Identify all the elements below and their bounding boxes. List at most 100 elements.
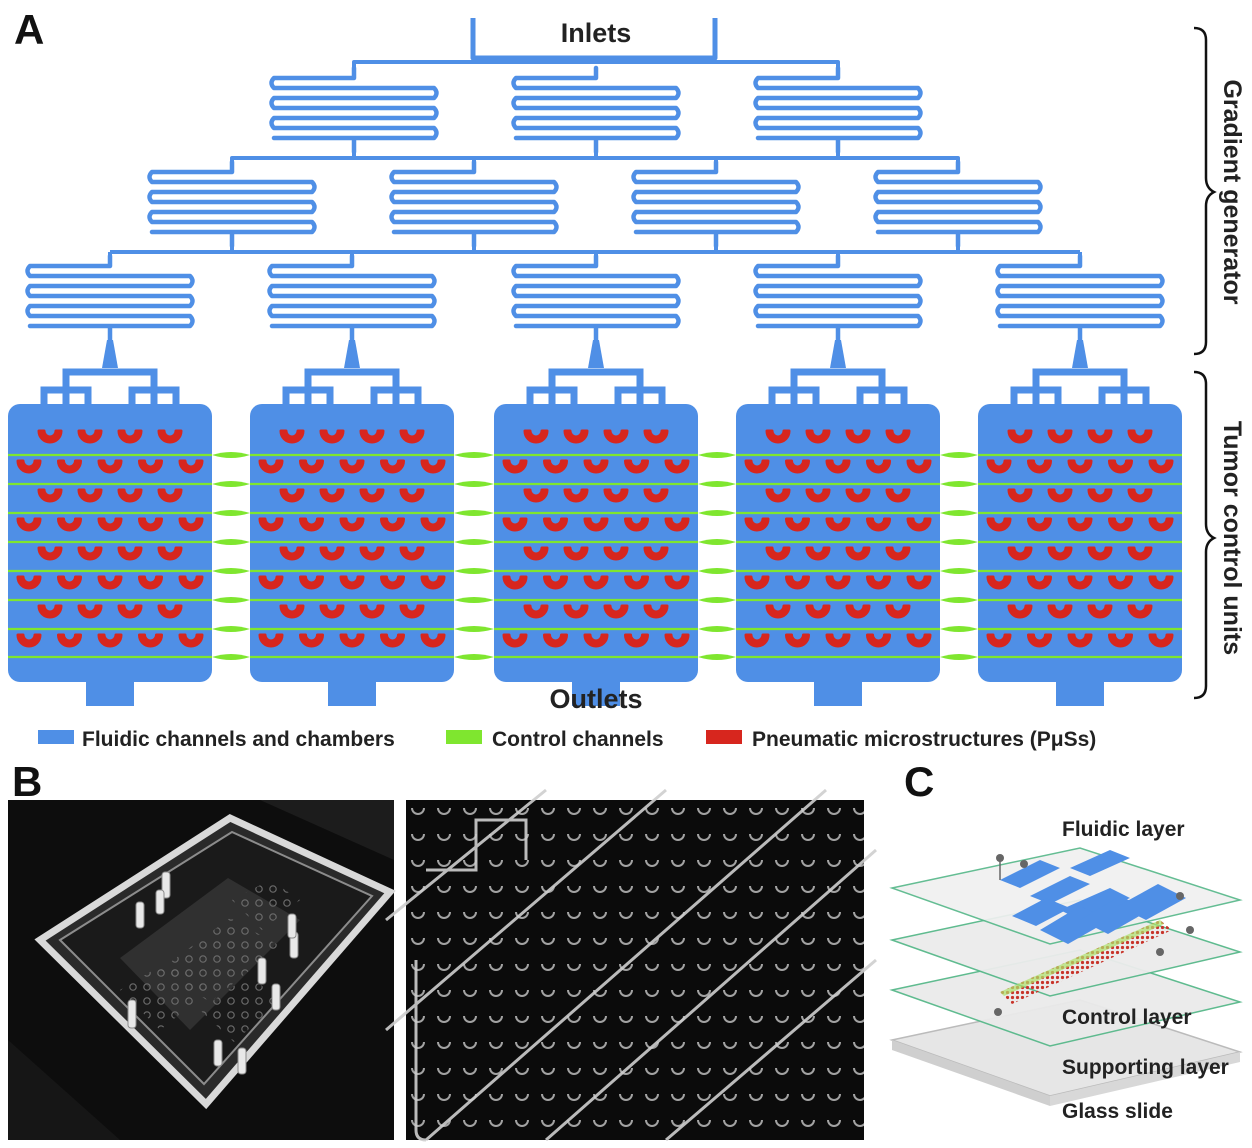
pneumatic-microstructure — [1047, 429, 1073, 444]
pneumatic-microstructure — [339, 633, 365, 648]
control-channel-link — [940, 626, 978, 632]
control-channel-link — [454, 568, 494, 574]
pneumatic-microstructure — [399, 429, 425, 444]
pneumatic-microstructure — [866, 459, 891, 474]
pneumatic-microstructure — [339, 459, 365, 474]
tumor-control-unit — [978, 340, 1182, 706]
panel-b-letter: B — [12, 758, 42, 805]
pneumatic-microstructure — [765, 488, 791, 503]
pneumatic-microstructure — [1067, 517, 1093, 532]
pneumatic-microstructure — [1067, 633, 1093, 648]
pneumatic-microstructure — [339, 517, 365, 532]
control-channel-link — [454, 626, 494, 632]
layer-label-fluidic: Fluidic layer — [1062, 818, 1185, 841]
pneumatic-microstructure — [785, 633, 810, 648]
pneumatic-microstructure — [1127, 488, 1153, 503]
gradient-generator-label: Gradient generator — [1218, 79, 1246, 304]
pneumatic-microstructure — [643, 429, 669, 444]
serpentine-mixer — [511, 65, 681, 155]
pneumatic-microstructure — [77, 604, 103, 619]
control-channel-link — [212, 626, 250, 632]
control-channel-link — [940, 597, 978, 603]
pneumatic-microstructure — [906, 633, 932, 648]
tumor-control-units-label: Tumor control units — [1218, 421, 1246, 655]
pneumatic-microstructure — [258, 459, 284, 474]
pneumatic-microstructure — [97, 575, 123, 590]
pneumatic-microstructure — [258, 633, 284, 648]
pneumatic-microstructure — [624, 459, 649, 474]
pneumatic-microstructure — [16, 459, 42, 474]
pneumatic-microstructure — [178, 517, 204, 532]
pneumatic-microstructure — [1108, 575, 1133, 590]
control-channel-link — [940, 654, 978, 660]
serpentine-mixers — [25, 65, 1165, 343]
pneumatic-microstructure — [1127, 546, 1153, 561]
pneumatic-microstructure — [986, 517, 1012, 532]
pneumatic-microstructure — [1127, 429, 1153, 444]
control-channel-link — [698, 597, 736, 603]
pneumatic-microstructure — [906, 459, 932, 474]
pneumatic-microstructure — [563, 488, 589, 503]
pneumatic-microstructure — [157, 546, 183, 561]
pneumatic-microstructure — [624, 517, 649, 532]
pneumatic-microstructure — [97, 517, 123, 532]
control-channel-link — [212, 539, 250, 545]
serpentine-mixer — [753, 253, 923, 343]
pneumatic-microstructure — [299, 517, 324, 532]
pneumatic-microstructure — [502, 633, 528, 648]
pneumatic-microstructure — [1108, 517, 1133, 532]
fluidic-channel — [230, 152, 476, 172]
control-channel-link — [698, 568, 736, 574]
microscopy-photo — [385, 788, 877, 1142]
pneumatic-microstructure — [380, 633, 405, 648]
control-channel-link — [940, 452, 978, 458]
inlets-label: Inlets — [561, 18, 632, 48]
pneumatic-microstructure — [543, 575, 568, 590]
pneumatic-microstructure — [117, 488, 143, 503]
serpentine-mixer — [873, 159, 1043, 249]
control-channel-link — [212, 481, 250, 487]
pneumatic-microstructure — [1087, 429, 1113, 444]
pneumatic-microstructure — [399, 546, 425, 561]
pneumatic-microstructure — [543, 517, 568, 532]
control-channel-link — [454, 597, 494, 603]
pneumatic-microstructure — [359, 546, 385, 561]
outlets-label: Outlets — [549, 684, 642, 714]
pneumatic-microstructure — [825, 517, 851, 532]
control-channel-link — [212, 568, 250, 574]
pneumatic-microstructure — [765, 546, 791, 561]
pneumatic-microstructure — [805, 488, 831, 503]
pneumatic-microstructure — [420, 633, 446, 648]
pneumatic-microstructure — [744, 633, 770, 648]
pneumatic-microstructure — [1027, 575, 1052, 590]
pneumatic-microstructure — [583, 459, 609, 474]
pneumatic-microstructure — [178, 459, 204, 474]
chip-photo — [8, 800, 396, 1140]
pneumatic-microstructure — [1148, 459, 1174, 474]
pneumatic-microstructure — [279, 604, 305, 619]
control-channel-link — [698, 452, 736, 458]
pneumatic-microstructure — [258, 575, 284, 590]
pneumatic-microstructure — [885, 546, 911, 561]
serpentine-mixer — [389, 159, 559, 249]
pneumatic-microstructure — [16, 517, 42, 532]
serpentine-mixer — [995, 253, 1165, 343]
pneumatic-microstructure — [279, 429, 305, 444]
pneumatic-microstructure — [1047, 488, 1073, 503]
pneumatic-microstructure — [97, 633, 123, 648]
pneumatic-microstructure — [765, 604, 791, 619]
pneumatic-microstructure — [523, 488, 549, 503]
pneumatic-microstructure — [1027, 459, 1052, 474]
pneumatic-microstructure — [359, 429, 385, 444]
pneumatic-microstructure — [643, 604, 669, 619]
pneumatic-microstructure — [37, 429, 63, 444]
pneumatic-microstructure — [279, 546, 305, 561]
pneumatic-microstructure — [866, 517, 891, 532]
layer-label-control: Control layer — [1062, 1006, 1192, 1029]
pneumatic-microstructure — [603, 604, 629, 619]
serpentine-mixer — [753, 65, 923, 155]
layer-stack-schematic: Fluidic layer Control layer Supporting l… — [889, 818, 1243, 1123]
pneumatic-microstructure — [805, 546, 831, 561]
pneumatic-microstructure — [1087, 604, 1113, 619]
pneumatic-microstructure — [845, 604, 871, 619]
